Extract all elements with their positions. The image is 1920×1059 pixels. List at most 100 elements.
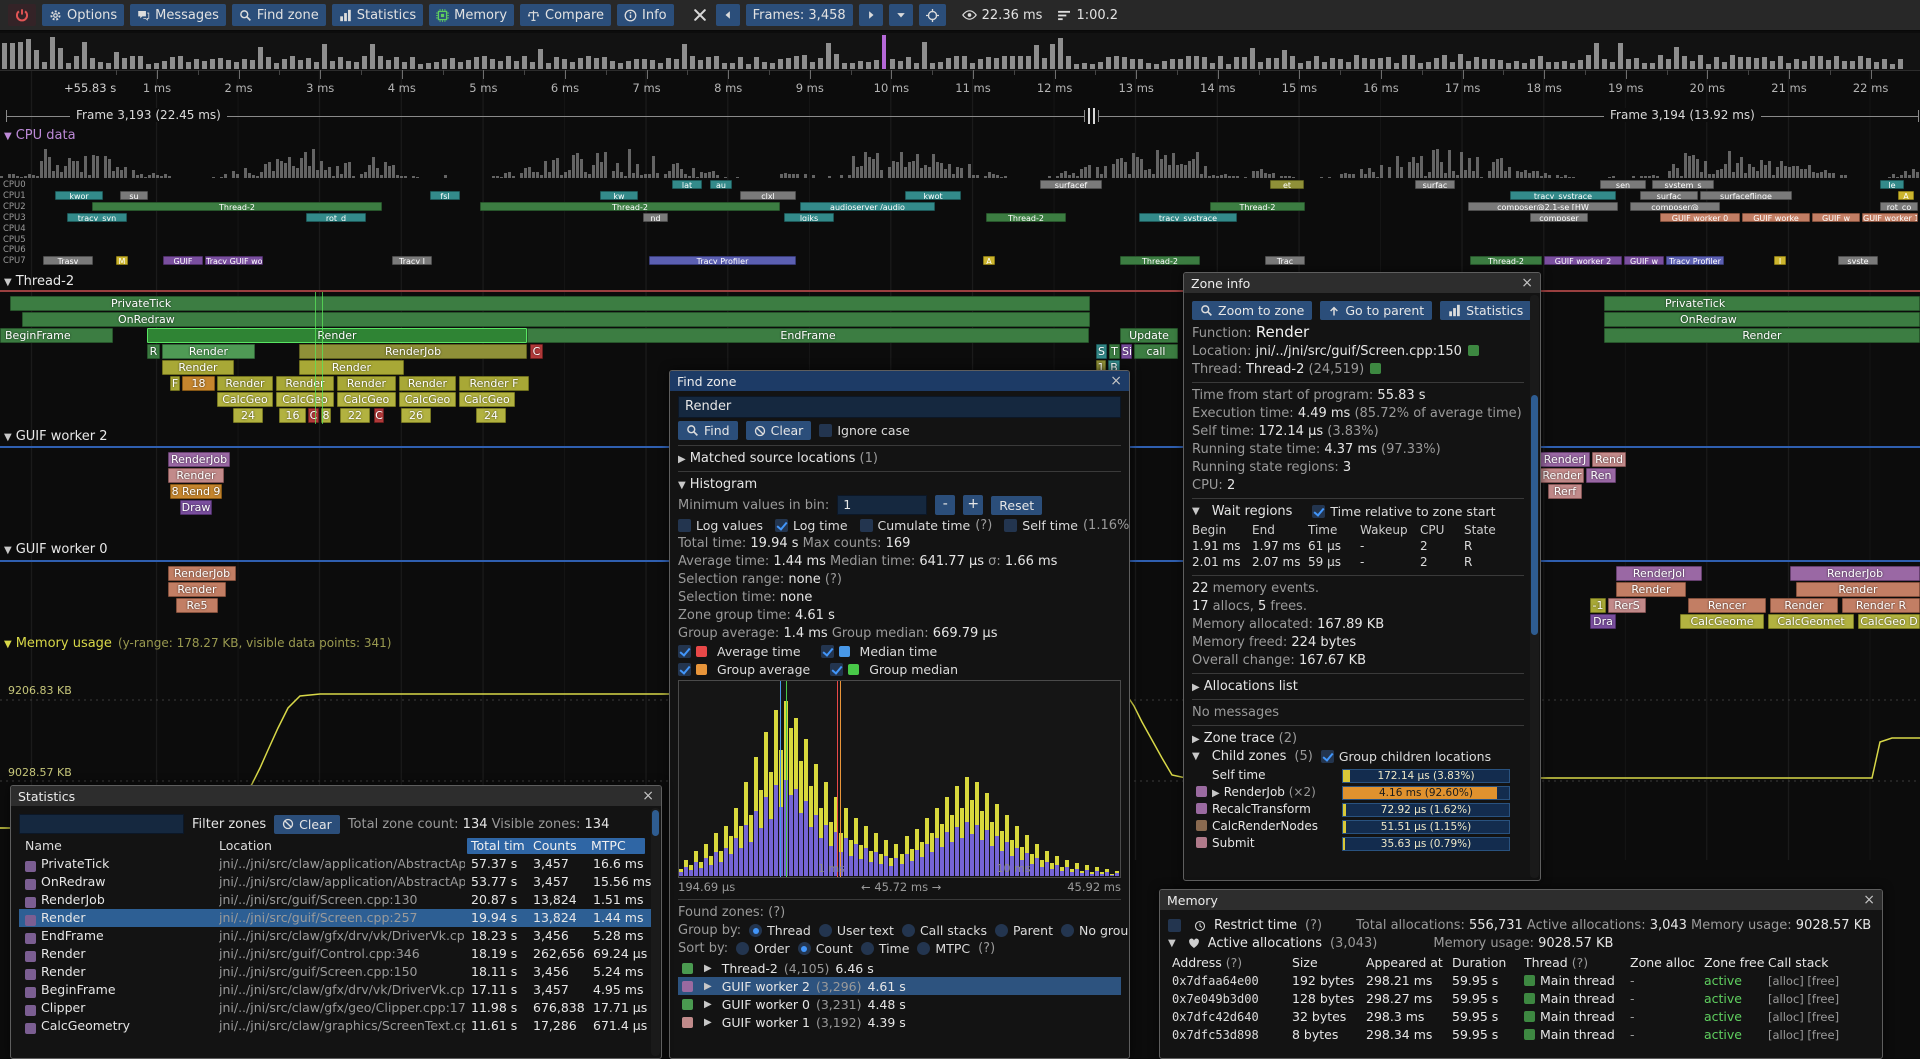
- cpu-zone[interactable]: Tracy GUIF wor: [205, 256, 263, 265]
- find-zone-titlebar[interactable]: Find zone ×: [670, 371, 1129, 391]
- cpu-zone[interactable]: tracy_syn: [67, 213, 127, 222]
- cpu-zone[interactable]: surfaceflinge: [1700, 191, 1792, 200]
- table-row[interactable]: Renderjni/../jni/src/guif/Screen.cpp:257…: [19, 909, 653, 927]
- zone[interactable]: 26: [401, 408, 431, 423]
- relative-time-checkbox[interactable]: Time relative to zone start: [1312, 504, 1495, 519]
- zone[interactable]: call: [1134, 344, 1178, 359]
- child-zone-row[interactable]: RecalcTransform72.92 μs (1.62%): [1192, 801, 1524, 818]
- cpu-usage-graph[interactable]: [0, 145, 1920, 178]
- zone[interactable]: S: [1096, 344, 1107, 359]
- found-zone-group[interactable]: ▶GUIF worker 1(3,192)4.39 s: [678, 1013, 1121, 1031]
- group-children-checkbox[interactable]: Group children locations: [1321, 749, 1491, 764]
- wait-table-row[interactable]: 1.91 ms1.97 ms61 μs-2R: [1192, 538, 1524, 554]
- toolbar-button-info[interactable]: Info: [617, 4, 674, 26]
- power-button[interactable]: [8, 4, 36, 26]
- zone-trace-row[interactable]: ▶Zone trace (2): [1192, 731, 1524, 746]
- close-icon[interactable]: ×: [642, 789, 654, 803]
- clear-button[interactable]: Clear: [274, 815, 340, 834]
- cpu-zone[interactable]: sen: [1600, 180, 1646, 189]
- clear-button[interactable]: Clear: [746, 421, 812, 440]
- column-header-thread[interactable]: Thread (?): [1524, 954, 1588, 972]
- frames-row[interactable]: Frame 3,193 (22.45 ms)Frame 3,194 (13.92…: [0, 106, 1920, 126]
- memory-usage-header[interactable]: ▼Memory usage(y-range: 178.27 KB, visibl…: [4, 636, 391, 651]
- cpu-zone[interactable]: kwot: [905, 191, 961, 200]
- frame-overview[interactable]: [0, 33, 1920, 71]
- zone[interactable]: Rerf: [1548, 484, 1582, 499]
- cpu-zone[interactable]: surfac: [1640, 191, 1698, 200]
- found-zone-group[interactable]: ▶GUIF worker 2(3,296)4.61 s: [678, 977, 1121, 995]
- column-header-zone-alloc[interactable]: Zone alloc: [1630, 954, 1695, 972]
- cpu-zone[interactable]: tracy_systrace: [1510, 191, 1616, 200]
- table-row[interactable]: EndFramejni/../jni/src/claw/gfx/drv/vk/D…: [19, 927, 653, 945]
- scrollbar-thumb[interactable]: [1531, 395, 1538, 635]
- cb-unchecked[interactable]: [819, 424, 832, 437]
- cpu-zone[interactable]: Thread-2: [1120, 256, 1200, 265]
- table-row[interactable]: Clipperjni/../jni/src/claw/gfx/geo/Clipp…: [19, 999, 653, 1017]
- cpu-zone[interactable]: surfacef: [1040, 180, 1102, 189]
- histogram-header[interactable]: ▼Histogram: [678, 477, 1121, 492]
- reset-button[interactable]: Reset: [991, 496, 1042, 515]
- cpu-zone[interactable]: composer@: [1630, 202, 1720, 211]
- toolbar-button-options[interactable]: Options: [42, 4, 124, 26]
- sort-by-count[interactable]: Count: [798, 941, 853, 956]
- cpu-zone[interactable]: le: [1880, 180, 1904, 189]
- zone[interactable]: Render: [276, 376, 334, 391]
- cpu-zone[interactable]: A: [983, 256, 995, 265]
- statistics-button[interactable]: Statistics: [1440, 301, 1531, 320]
- radio-checked[interactable]: [749, 924, 762, 937]
- cpu-zone[interactable]: au: [710, 180, 732, 189]
- zone[interactable]: RerS: [1608, 598, 1646, 613]
- zone[interactable]: OnRedraw: [22, 312, 1090, 327]
- cb-unchecked[interactable]: [860, 519, 873, 532]
- log-time-checkbox[interactable]: Log time: [775, 518, 848, 533]
- child-zone-row[interactable]: ▶RenderJob (×2)4.16 ms (92.60%): [1192, 784, 1524, 801]
- zone[interactable]: Si: [1121, 344, 1132, 359]
- radio-unchecked[interactable]: [819, 924, 832, 937]
- zone[interactable]: RenderJob: [168, 452, 230, 467]
- cpu-zone[interactable]: Tracy Profiler: [649, 256, 796, 265]
- zone[interactable]: -1: [1590, 598, 1606, 613]
- zone[interactable]: Render: [1604, 328, 1920, 343]
- allocation-row[interactable]: 0x7dfc53d8988 bytes298.34 ms59.95 sMain …: [1168, 1026, 1874, 1044]
- zone[interactable]: Render: [1540, 468, 1584, 483]
- checkbox-checked[interactable]: [830, 663, 843, 676]
- next-frame-button[interactable]: [859, 4, 883, 26]
- column-header[interactable]: Begin: [1192, 522, 1226, 538]
- cb-checked[interactable]: [1312, 505, 1325, 518]
- radio-unchecked[interactable]: [995, 924, 1008, 937]
- column-header-location[interactable]: Location: [219, 837, 272, 855]
- cpu-zone[interactable]: rot_co: [1880, 202, 1918, 211]
- zone[interactable]: Render F: [459, 376, 529, 391]
- zone[interactable]: RenderJob: [299, 344, 527, 359]
- table-row[interactable]: OnRedrawjni/../jni/src/claw/application/…: [19, 873, 653, 891]
- search-input[interactable]: Render: [678, 396, 1121, 418]
- zone[interactable]: Render: [337, 376, 396, 391]
- close-icon[interactable]: ×: [1521, 276, 1533, 290]
- sort-by-mtpc[interactable]: MTPC: [917, 941, 970, 956]
- zone[interactable]: Render: [217, 376, 273, 391]
- legend-average-time[interactable]: Average time: [678, 644, 801, 659]
- zone[interactable]: CalcGeome: [1680, 614, 1764, 629]
- table-row[interactable]: Renderjni/../jni/src/guif/Control.cpp:34…: [19, 945, 653, 963]
- radio-unchecked[interactable]: [1061, 924, 1074, 937]
- close-icon[interactable]: ×: [1863, 893, 1875, 907]
- zone[interactable]: 8 Rend 9: [170, 484, 222, 499]
- column-header-zone-free[interactable]: Zone free: [1704, 954, 1764, 972]
- column-header-duration[interactable]: Duration: [1452, 954, 1506, 972]
- cb-unchecked[interactable]: [1168, 919, 1181, 932]
- restrict-time-checkbox[interactable]: [1168, 919, 1186, 932]
- log-values-checkbox[interactable]: Log values: [678, 518, 763, 533]
- frame-label[interactable]: Frame 3,194 (13.92 ms): [1604, 108, 1761, 122]
- zone[interactable]: Dra: [1590, 614, 1616, 629]
- cb-checked[interactable]: [775, 519, 788, 532]
- cpu-zone[interactable]: GUIF worker 1: [1862, 213, 1918, 222]
- column-header[interactable]: State: [1464, 522, 1496, 538]
- zone[interactable]: F: [170, 376, 180, 391]
- zone[interactable]: 22: [340, 408, 370, 423]
- cpu-zone[interactable]: Tracy Profiler: [1666, 256, 1724, 265]
- cpu-zone[interactable]: fsl: [430, 191, 460, 200]
- cb-unchecked[interactable]: [678, 519, 691, 532]
- zone[interactable]: Ren: [1586, 468, 1616, 483]
- column-header-call-stack[interactable]: Call stack: [1768, 954, 1829, 972]
- active-allocations-header[interactable]: ▼Active allocations(3,043)Memory usage: …: [1168, 936, 1874, 951]
